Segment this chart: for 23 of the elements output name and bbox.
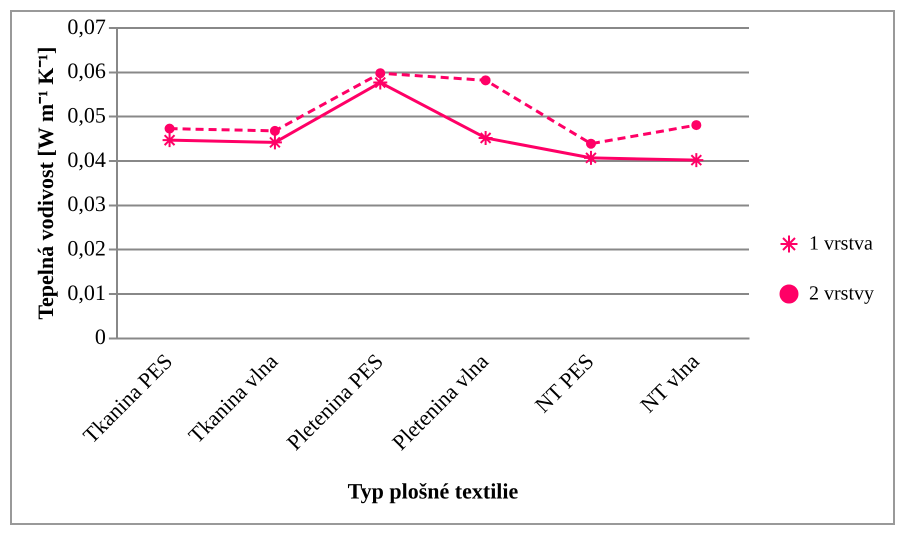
y-tick-label: 0,03 — [67, 191, 106, 216]
y-tick-label: 0,05 — [67, 102, 106, 128]
point — [372, 74, 388, 91]
point — [480, 75, 491, 86]
x-axis-title: Typ plošné textilie — [348, 478, 519, 504]
legend-label: 2 vrstvy — [809, 282, 874, 304]
point — [270, 126, 280, 136]
x-tick-label: NT vlna — [635, 348, 704, 418]
point — [375, 68, 386, 78]
legend-label: 1 vrstva — [809, 232, 873, 254]
point — [478, 130, 494, 146]
x-tick-label: NT PES — [530, 348, 599, 418]
point — [582, 150, 599, 166]
y-tick-label: 0,06 — [67, 58, 106, 84]
y-tick-label: 0 — [94, 324, 106, 350]
y-tick-label: 0,04 — [67, 146, 106, 172]
y-tick-label: 0,07 — [67, 14, 106, 39]
point — [691, 120, 702, 130]
point — [586, 138, 596, 149]
y-tick-label: 0,02 — [67, 235, 106, 260]
y-axis-title: Tepelná vodivost [W m⁻¹ K⁻¹] — [32, 46, 58, 320]
y-tick-label: 0,01 — [67, 280, 106, 305]
point — [164, 124, 175, 134]
